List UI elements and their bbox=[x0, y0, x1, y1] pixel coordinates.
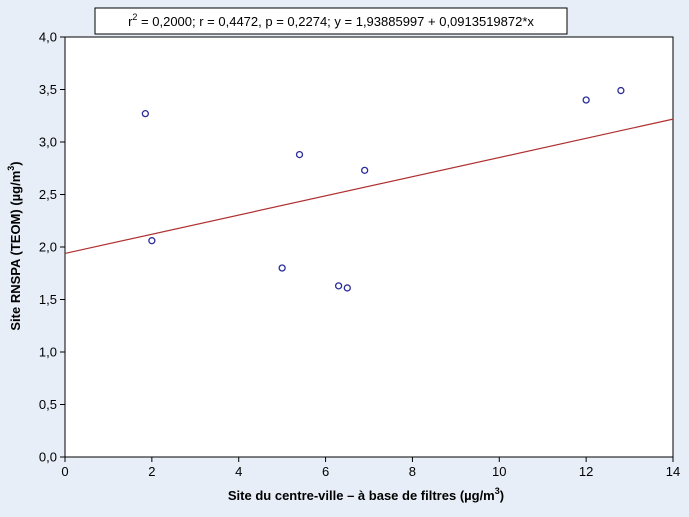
x-tick-label: 14 bbox=[666, 464, 680, 479]
y-tick-label: 3,5 bbox=[39, 82, 57, 97]
annotation-text: = 0,2000; r = 0,4472, p = 0,2274; y = 1,… bbox=[137, 14, 534, 29]
x-axis-label-main: Site du centre-ville – à base de filtres… bbox=[228, 488, 495, 503]
x-tick-label: 10 bbox=[492, 464, 506, 479]
x-tick-label: 12 bbox=[579, 464, 593, 479]
x-axis-label-tail: ) bbox=[500, 488, 504, 503]
y-axis-label-tail: ) bbox=[8, 161, 23, 165]
y-axis-label-main: Site RNSPA (TEOM) (µg/m bbox=[8, 171, 23, 331]
x-tick-label: 6 bbox=[322, 464, 329, 479]
y-tick-label: 4,0 bbox=[39, 30, 57, 45]
y-tick-label: 1,5 bbox=[39, 292, 57, 307]
x-tick-label: 4 bbox=[235, 464, 242, 479]
y-tick-label: 2,0 bbox=[39, 240, 57, 255]
x-tick-label: 2 bbox=[148, 464, 155, 479]
y-tick-label: 0,5 bbox=[39, 397, 57, 412]
y-axis-label: Site RNSPA (TEOM) (µg/m3) bbox=[6, 161, 23, 330]
x-tick-label: 8 bbox=[409, 464, 416, 479]
svg-text:r2 = 0,2000; r = 0,4472, p = 0: r2 = 0,2000; r = 0,4472, p = 0,2274; y =… bbox=[128, 12, 534, 29]
x-axis-label: Site du centre-ville – à base de filtres… bbox=[228, 486, 504, 503]
y-axis-tick-labels: 0,0 0,5 1,0 1,5 2,0 2,5 3,0 3,5 4,0 bbox=[39, 30, 57, 465]
y-tick-label: 1,0 bbox=[39, 345, 57, 360]
regression-annotation: r2 = 0,2000; r = 0,4472, p = 0,2274; y =… bbox=[95, 8, 567, 34]
y-tick-label: 3,0 bbox=[39, 135, 57, 150]
plot-area bbox=[65, 37, 673, 457]
y-tick-label: 0,0 bbox=[39, 450, 57, 465]
y-tick-label: 2,5 bbox=[39, 187, 57, 202]
x-tick-label: 0 bbox=[61, 464, 68, 479]
